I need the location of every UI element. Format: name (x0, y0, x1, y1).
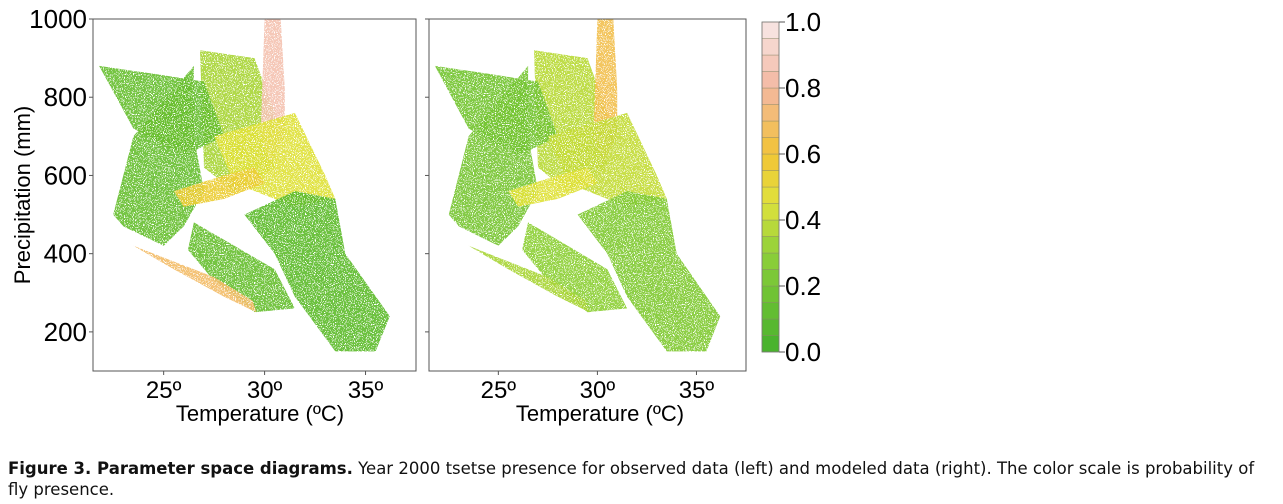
density-region (434, 65, 558, 156)
right-y-axis (425, 18, 429, 333)
colorbar-swatch (761, 335, 780, 353)
caption-label: Figure 3. Parameter space diagrams. (8, 459, 353, 478)
y-tick-label: 200 (44, 317, 87, 347)
y-tick-label: 400 (44, 239, 87, 269)
density-region (468, 245, 590, 313)
figure: 200 400 600 800 1000 25º 30º 35º Temperature (… (10, 4, 821, 426)
colorbar: 1.0 0.8 0.6 0.4 0.2 0.0 (761, 7, 821, 367)
right-x-axis: 25º 30º 35º (481, 371, 715, 404)
left-x-axis: 25º 30º 35º (146, 371, 384, 404)
density-region (244, 191, 390, 352)
colorbar-swatch (761, 302, 780, 320)
colorbar-swatch (761, 318, 780, 336)
density-region (173, 167, 265, 207)
x-tick-label: 35º (679, 377, 715, 404)
x-tick-label: 30º (580, 377, 616, 404)
colorbar-tick-label: 0.0 (785, 337, 821, 367)
colorbar-swatch (761, 153, 780, 171)
y-tick-label: 600 (44, 160, 87, 190)
left-density-regions (99, 19, 390, 352)
colorbar-swatch (761, 21, 780, 39)
x-tick-label: 35º (348, 377, 384, 404)
density-region (187, 222, 295, 313)
right-density-regions (434, 19, 721, 352)
left-y-axis: 200 400 600 800 1000 (29, 4, 93, 347)
density-region (99, 65, 225, 156)
colorbar-tick-label: 1.0 (785, 7, 821, 37)
colorbar-tick-label: 0.2 (785, 271, 821, 301)
colorbar-swatch (761, 252, 780, 270)
y-tick-label: 1000 (29, 4, 87, 34)
density-region (577, 191, 721, 352)
colorbar-swatch (761, 170, 780, 188)
colorbar-tick-label: 0.6 (785, 139, 821, 169)
density-region (522, 222, 628, 313)
colorbar-swatch (761, 87, 780, 105)
colorbar-swatch (761, 219, 780, 237)
colorbar-frame (761, 21, 780, 353)
left-panel: 200 400 600 800 1000 25º 30º 35º Temperature (… (10, 4, 417, 426)
density-region (133, 245, 257, 313)
x-tick-label: 30º (247, 377, 283, 404)
right-x-axis-label: Temperature (ºC) (516, 401, 684, 426)
x-tick-label: 25º (146, 377, 182, 404)
x-tick-label: 25º (481, 377, 517, 404)
colorbar-swatch (761, 269, 780, 287)
colorbar-swatch (761, 104, 780, 122)
right-panel: 25º 30º 35º Temperature (ºC) (425, 18, 747, 426)
colorbar-swatch (761, 203, 780, 221)
colorbar-swatch (761, 120, 780, 138)
right-plot-frame (428, 18, 747, 372)
colorbar-swatch (761, 38, 780, 56)
colorbar-swatch (761, 236, 780, 254)
figure-caption: Figure 3. Parameter space diagrams. Year… (8, 458, 1276, 500)
colorbar-swatch (761, 137, 780, 155)
y-axis-label: Precipitation (mm) (10, 106, 35, 284)
y-tick-label: 800 (44, 82, 87, 112)
left-plot-frame (92, 18, 417, 372)
colorbar-swatch (761, 54, 780, 72)
colorbar-tick-label: 0.4 (785, 205, 821, 235)
colorbar-swatch (761, 71, 780, 89)
colorbar-tick-label: 0.8 (785, 73, 821, 103)
colorbar-swatch (761, 186, 780, 204)
colorbar-swatch (761, 285, 780, 303)
density-region (508, 167, 598, 207)
left-x-axis-label: Temperature (ºC) (176, 401, 344, 426)
caption-text: Year 2000 tsetse presence for observed d… (8, 459, 1255, 499)
